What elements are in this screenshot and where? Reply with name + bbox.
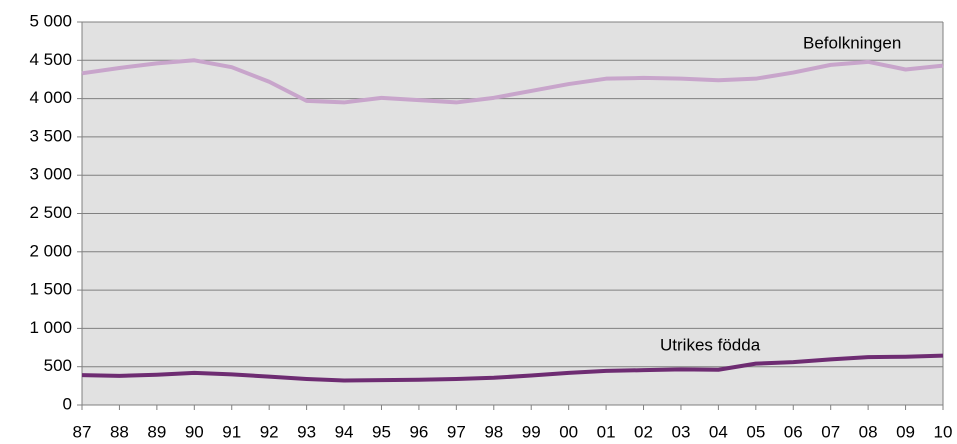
y-tick-label: 4 000 [29, 88, 72, 107]
x-tick-label: 98 [484, 422, 503, 441]
y-tick-label: 2 500 [29, 203, 72, 222]
x-tick-label: 08 [859, 422, 878, 441]
x-tick-label: 97 [447, 422, 466, 441]
x-tick-label: 02 [634, 422, 653, 441]
x-tick-label: 93 [297, 422, 316, 441]
y-tick-label: 1 500 [29, 280, 72, 299]
x-tick-label: 07 [821, 422, 840, 441]
series-label: Utrikes födda [660, 335, 761, 354]
x-tick-label: 03 [671, 422, 690, 441]
y-tick-label: 2 000 [29, 241, 72, 260]
y-tick-label: 4 500 [29, 50, 72, 69]
x-tick-label: 91 [222, 422, 241, 441]
x-tick-label: 89 [147, 422, 166, 441]
x-tick-label: 06 [784, 422, 803, 441]
y-tick-label: 3 500 [29, 126, 72, 145]
series-line [81, 58, 944, 105]
x-tick-label: 05 [746, 422, 765, 441]
x-tick-label: 88 [110, 422, 129, 441]
x-tick-label: 01 [597, 422, 616, 441]
y-tick-label: 1 000 [29, 318, 72, 337]
x-tick-label: 10 [934, 422, 953, 441]
series-label: Befolkningen [803, 33, 901, 52]
y-tick-label: 0 [63, 394, 72, 413]
x-tick-label: 95 [372, 422, 391, 441]
x-tick-label: 09 [896, 422, 915, 441]
y-tick-label: 3 000 [29, 165, 72, 184]
x-tick-label: 90 [185, 422, 204, 441]
series-line [81, 353, 944, 383]
x-tick-label: 92 [260, 422, 279, 441]
y-tick-label: 500 [44, 356, 72, 375]
x-tick-label: 87 [73, 422, 92, 441]
x-tick-label: 99 [522, 422, 541, 441]
x-tick-label: 04 [709, 422, 728, 441]
y-tick-label: 5 000 [29, 11, 72, 30]
x-tick-label: 94 [335, 422, 354, 441]
x-tick-label: 96 [409, 422, 428, 441]
x-tick-label: 00 [559, 422, 578, 441]
